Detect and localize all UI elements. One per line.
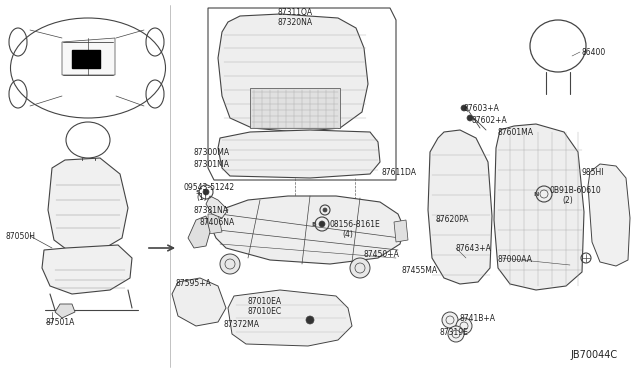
Polygon shape bbox=[206, 196, 228, 218]
Polygon shape bbox=[494, 124, 584, 290]
Text: 09543-51242: 09543-51242 bbox=[184, 183, 235, 192]
Polygon shape bbox=[208, 196, 404, 264]
Polygon shape bbox=[428, 130, 492, 284]
Text: (1): (1) bbox=[196, 193, 207, 202]
Polygon shape bbox=[62, 38, 115, 75]
Circle shape bbox=[350, 258, 370, 278]
Text: 87050H: 87050H bbox=[6, 232, 36, 241]
Text: 87010EA: 87010EA bbox=[248, 297, 282, 306]
Circle shape bbox=[461, 105, 467, 111]
Polygon shape bbox=[48, 158, 128, 252]
Circle shape bbox=[467, 115, 473, 121]
Text: 985HI: 985HI bbox=[582, 168, 605, 177]
Circle shape bbox=[448, 326, 464, 342]
Text: 0B91B-60610: 0B91B-60610 bbox=[550, 186, 602, 195]
Polygon shape bbox=[55, 304, 75, 318]
Polygon shape bbox=[172, 278, 226, 326]
Text: B: B bbox=[312, 221, 316, 227]
Polygon shape bbox=[188, 216, 210, 248]
Polygon shape bbox=[42, 245, 132, 294]
Circle shape bbox=[442, 312, 458, 328]
Text: 87603+A: 87603+A bbox=[464, 104, 500, 113]
Text: N: N bbox=[533, 192, 539, 196]
Circle shape bbox=[306, 316, 314, 324]
Circle shape bbox=[220, 254, 240, 274]
Text: 87455MA: 87455MA bbox=[402, 266, 438, 275]
Bar bbox=[72, 50, 100, 68]
Polygon shape bbox=[250, 88, 340, 128]
Circle shape bbox=[319, 221, 325, 227]
Text: S: S bbox=[196, 189, 200, 195]
Text: 87320NA: 87320NA bbox=[278, 18, 313, 27]
Text: 87601MA: 87601MA bbox=[498, 128, 534, 137]
Text: 87301MA: 87301MA bbox=[194, 160, 230, 169]
Text: 87450+A: 87450+A bbox=[364, 250, 400, 259]
Text: 86400: 86400 bbox=[582, 48, 606, 57]
Text: 87602+A: 87602+A bbox=[472, 116, 508, 125]
Circle shape bbox=[456, 318, 472, 334]
Text: 87381NA: 87381NA bbox=[194, 206, 229, 215]
Text: JB70044C: JB70044C bbox=[571, 350, 618, 360]
Text: 87300MA: 87300MA bbox=[194, 148, 230, 157]
Polygon shape bbox=[588, 164, 630, 266]
Text: 87595+A: 87595+A bbox=[176, 279, 212, 288]
Text: 87010EC: 87010EC bbox=[248, 307, 282, 316]
Circle shape bbox=[203, 189, 209, 195]
Text: 87501A: 87501A bbox=[46, 318, 76, 327]
Text: 87611DA: 87611DA bbox=[382, 168, 417, 177]
Text: 87406NA: 87406NA bbox=[200, 218, 236, 227]
Text: (4): (4) bbox=[342, 230, 353, 239]
Polygon shape bbox=[228, 290, 352, 346]
Circle shape bbox=[323, 208, 327, 212]
Text: 08156-8161E: 08156-8161E bbox=[330, 220, 381, 229]
Polygon shape bbox=[218, 130, 380, 178]
Text: 87372MA: 87372MA bbox=[224, 320, 260, 329]
Text: 8741B+A: 8741B+A bbox=[460, 314, 496, 323]
Text: 87000AA: 87000AA bbox=[498, 255, 533, 264]
Polygon shape bbox=[394, 220, 408, 242]
Text: 87311QA: 87311QA bbox=[278, 8, 313, 17]
Text: 87643+A: 87643+A bbox=[456, 244, 492, 253]
Text: 87620PA: 87620PA bbox=[436, 215, 470, 224]
Polygon shape bbox=[218, 14, 368, 132]
Polygon shape bbox=[208, 214, 222, 234]
Text: 87319E: 87319E bbox=[440, 328, 469, 337]
Text: (2): (2) bbox=[562, 196, 573, 205]
